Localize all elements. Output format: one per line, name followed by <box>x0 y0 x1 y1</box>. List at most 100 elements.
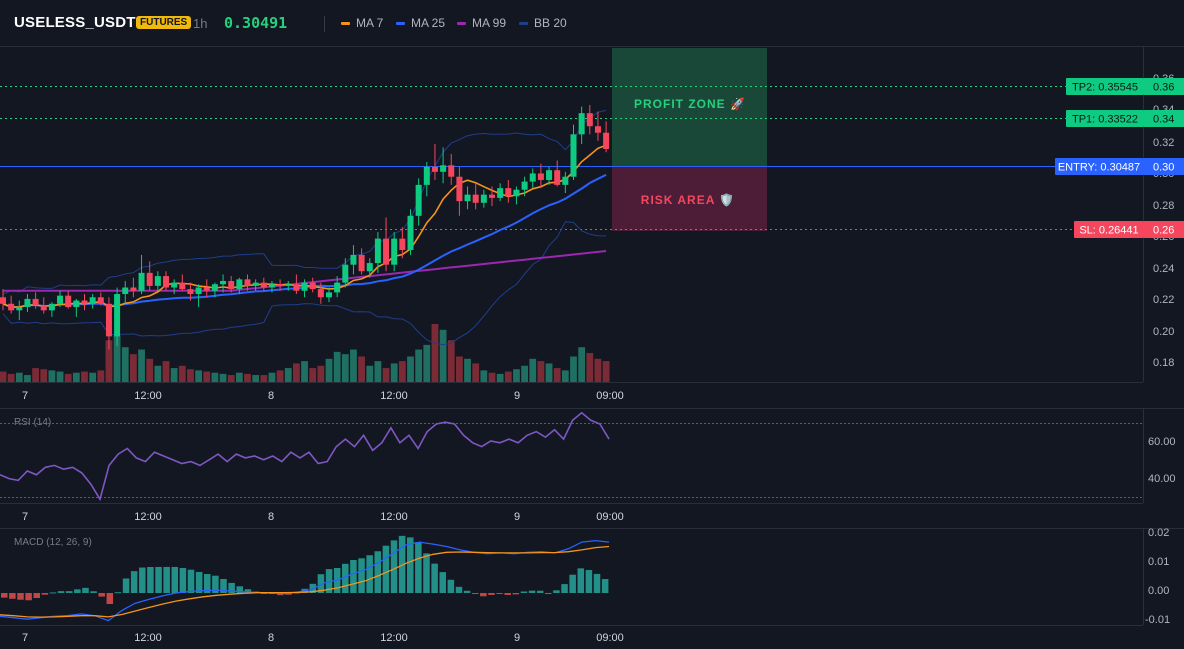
volume-bar <box>341 354 349 382</box>
candle-body <box>489 194 495 198</box>
candle-body <box>407 215 414 251</box>
volume-bar <box>382 368 390 382</box>
candle-body <box>440 165 447 172</box>
candle-body <box>464 194 471 202</box>
volume-bar <box>64 373 72 382</box>
macd-histogram-bar <box>90 591 97 593</box>
time-tick: 12:00 <box>134 390 162 402</box>
macd-label: MACD (12, 26, 9) <box>14 537 92 548</box>
volume-bar <box>309 368 317 382</box>
volume-bar <box>350 349 357 382</box>
candle-body <box>415 184 422 216</box>
risk-zone-label: RISK AREA 🛡️ <box>641 193 735 207</box>
candle-body <box>366 263 373 272</box>
time-tick: 12:00 <box>380 390 408 402</box>
header-divider <box>324 16 325 32</box>
macd-tick: 0.01 <box>1148 556 1169 568</box>
legend-ma25[interactable]: MA 25 <box>396 16 445 30</box>
candle-body <box>317 289 324 298</box>
candle-body <box>326 292 332 298</box>
price-time-axis[interactable]: 7 12:00 8 12:00 9 09:00 <box>22 390 624 402</box>
legend-bb20[interactable]: BB 20 <box>519 16 567 30</box>
macd-tick: -0.01 <box>1145 614 1170 626</box>
volume-bar <box>553 368 561 382</box>
volume-bar <box>513 369 520 382</box>
candle-body <box>383 238 390 265</box>
macd-histogram-bar <box>122 578 130 593</box>
candle-body <box>537 173 544 180</box>
volume-bar <box>244 373 251 382</box>
volume-bar <box>268 372 276 382</box>
candle-body <box>211 284 218 291</box>
macd-histogram-bar <box>374 551 382 593</box>
candle-body <box>497 188 504 198</box>
macd-histogram-bar <box>569 574 576 593</box>
volume-bar <box>423 344 431 382</box>
candle-body <box>578 113 585 135</box>
macd-time-axis[interactable]: 7 12:00 8 12:00 9 09:00 <box>22 632 624 644</box>
candle-body <box>252 282 259 286</box>
candle-body <box>81 300 88 304</box>
entry-axis-bg <box>1144 158 1184 175</box>
macd-histogram-bar <box>220 578 227 593</box>
entry-badge-text: ENTRY: 0.30487 <box>1058 162 1140 174</box>
last-price: 0.30491 <box>224 14 288 32</box>
time-tick: 12:00 <box>380 511 408 523</box>
macd-histogram-bar <box>82 587 89 593</box>
macd-histogram-bar <box>236 586 243 593</box>
macd-histogram-bar <box>187 569 195 593</box>
volume-bar <box>178 365 186 382</box>
macd-histogram-bar <box>342 563 349 593</box>
legend-ma99[interactable]: MA 99 <box>457 16 506 30</box>
volume-bar <box>594 358 602 382</box>
macd-histogram-bar <box>488 593 495 595</box>
candle-body <box>358 254 365 272</box>
macd-histogram-bar <box>553 590 560 593</box>
bb-upper-band <box>2 109 607 295</box>
profit-zone <box>612 48 767 167</box>
macd-histogram-bar <box>390 540 398 593</box>
candle-body <box>570 134 577 177</box>
macd-histogram-bar <box>57 591 65 593</box>
macd-histogram-bar <box>577 568 585 593</box>
tp2-badge: TP2: 0.35545 0.36 <box>1066 78 1184 95</box>
rsi-time-axis[interactable]: 7 12:00 8 12:00 9 09:00 <box>22 511 624 523</box>
legend-ma99-label: MA 99 <box>472 16 507 30</box>
candle-body <box>228 280 235 290</box>
volume-bar <box>537 361 545 382</box>
sl-badge-text: SL: 0.26441 <box>1079 225 1138 237</box>
volume-bar <box>390 363 398 382</box>
macd-histogram-bar <box>74 589 81 593</box>
macd-histogram-bar <box>139 567 146 593</box>
volume-bar <box>121 347 129 382</box>
candle-body <box>8 303 15 311</box>
macd-histogram-bar <box>285 593 292 595</box>
tp2-badge-bg <box>1066 78 1144 95</box>
timeframe-label[interactable]: 1h <box>193 16 208 31</box>
legend-bb20-label: BB 20 <box>534 16 567 30</box>
symbol-name[interactable]: USELESS_USDT <box>14 14 136 31</box>
macd-histogram-bar <box>366 555 373 593</box>
volume-bar <box>227 375 235 382</box>
volume-bar <box>333 351 341 382</box>
volume-bar <box>97 370 105 382</box>
candle-body <box>562 176 569 185</box>
macd-histogram-bar <box>33 593 40 599</box>
macd-histogram-bar <box>9 593 16 599</box>
time-tick: 09:00 <box>596 511 624 523</box>
time-tick: 9 <box>514 390 520 402</box>
macd-histogram-bar <box>504 593 511 595</box>
candle-body <box>171 282 178 288</box>
volume-bar <box>521 365 528 382</box>
candle-body <box>268 284 275 288</box>
candle-body <box>472 194 479 203</box>
volume-bar <box>138 349 145 382</box>
risk-zone <box>612 167 767 231</box>
candle-body <box>163 276 169 288</box>
macd-histogram-bar <box>1 593 8 598</box>
macd-histogram-bar <box>545 592 552 594</box>
macd-histogram-bar <box>350 560 357 593</box>
legend-ma7[interactable]: MA 7 <box>341 16 383 30</box>
time-tick: 8 <box>268 390 274 402</box>
